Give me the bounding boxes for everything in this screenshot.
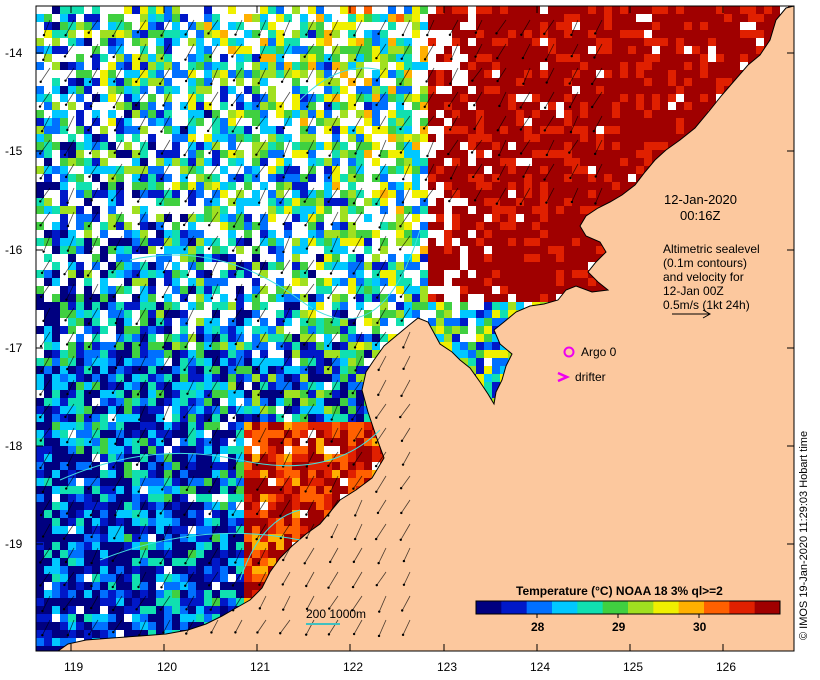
lon-tick-120: 120 — [157, 660, 178, 674]
lon-tick-121: 121 — [250, 660, 271, 674]
colorbar-tick-29: 29 — [612, 620, 626, 634]
velocity-vectors — [38, 19, 603, 638]
depth-scale-label: 200 1000m — [306, 607, 367, 621]
drifter-label: drifter — [575, 370, 606, 384]
lat-tick-19: -19 — [5, 537, 23, 551]
altimetry-line-2: (0.1m contours) — [663, 256, 748, 270]
colorbar-swatch — [628, 601, 654, 614]
colorbar-swatch — [526, 601, 553, 614]
imos-credit: © IMOS 19-Jan-2020 11:29:03 Hobart time — [798, 430, 810, 640]
argo-label: Argo 0 — [581, 345, 617, 359]
land-mass — [57, 6, 794, 651]
velocity-scale-arrow — [672, 309, 712, 319]
altimetry-line-3: and velocity for — [663, 270, 744, 284]
time-label: 00:16Z — [680, 208, 721, 223]
colorbar-tick-30: 30 — [693, 620, 707, 634]
lat-tick-14: -14 — [5, 46, 23, 60]
axis-ticks — [36, 6, 794, 651]
altimetry-line-1: Altimetric sealevel — [663, 242, 760, 256]
lon-tick-119: 119 — [64, 660, 84, 674]
colorbar-swatch — [754, 601, 781, 614]
lat-tick-16: -16 — [5, 243, 23, 257]
colorbar-swatch — [552, 601, 578, 614]
colorbar-title: Temperature (°C) NOAA 18 3% ql>=2 — [516, 584, 723, 598]
colorbar-swatch — [704, 601, 730, 614]
altimetry-line-5: 0.5m/s (1kt 24h) — [663, 298, 750, 312]
colorbar-swatch — [678, 601, 705, 614]
lon-tick-126: 126 — [716, 660, 737, 674]
lat-tick-17: -17 — [5, 341, 23, 355]
sealevel-contours — [59, 67, 421, 581]
colorbar-swatch — [476, 601, 502, 614]
colorbar-swatch — [501, 601, 528, 614]
lat-tick-15: -15 — [5, 144, 23, 158]
lon-tick-125: 125 — [623, 660, 644, 674]
map-frame — [35, 5, 795, 652]
lon-tick-122: 122 — [343, 660, 364, 674]
argo-marker-icon[interactable] — [563, 346, 575, 358]
lon-tick-123: 123 — [437, 660, 458, 674]
colorbar-tick-28: 28 — [531, 620, 545, 634]
date-label: 12-Jan-2020 — [664, 192, 737, 207]
lat-tick-18: -18 — [5, 439, 23, 453]
lon-tick-124: 124 — [530, 660, 551, 674]
drifter-marker-icon[interactable] — [557, 371, 571, 383]
altimetry-line-4: 12-Jan 00Z — [663, 284, 724, 298]
colorbar-swatch — [729, 601, 756, 614]
colorbar-swatch — [577, 601, 604, 614]
temperature-colorbar — [475, 600, 781, 618]
colorbar-swatch — [602, 601, 629, 614]
colorbar-swatch — [653, 601, 680, 614]
